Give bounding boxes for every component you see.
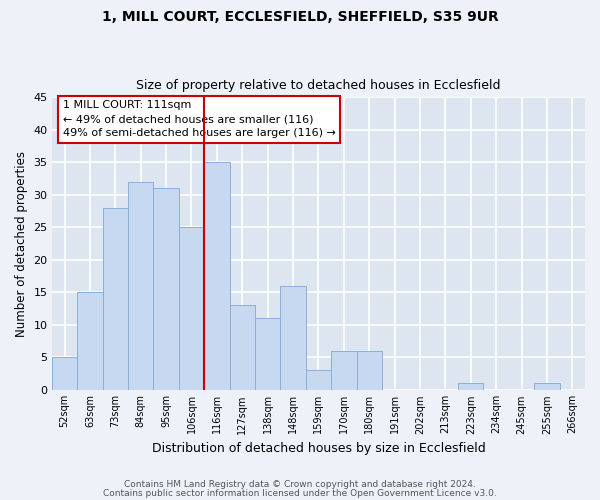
Text: 1 MILL COURT: 111sqm
← 49% of detached houses are smaller (116)
49% of semi-deta: 1 MILL COURT: 111sqm ← 49% of detached h… [62, 100, 335, 138]
Bar [255, 318, 280, 390]
Bar [534, 384, 560, 390]
Bar [280, 286, 306, 390]
Text: 1, MILL COURT, ECCLESFIELD, SHEFFIELD, S35 9UR: 1, MILL COURT, ECCLESFIELD, SHEFFIELD, S… [101, 10, 499, 24]
Y-axis label: Number of detached properties: Number of detached properties [15, 150, 28, 336]
Text: Contains public sector information licensed under the Open Government Licence v3: Contains public sector information licen… [103, 488, 497, 498]
Bar [331, 351, 356, 390]
Text: Contains HM Land Registry data © Crown copyright and database right 2024.: Contains HM Land Registry data © Crown c… [124, 480, 476, 489]
Bar [128, 182, 154, 390]
Bar [154, 188, 179, 390]
X-axis label: Distribution of detached houses by size in Ecclesfield: Distribution of detached houses by size … [152, 442, 485, 455]
Bar [230, 306, 255, 390]
Bar [103, 208, 128, 390]
Bar [204, 162, 230, 390]
Bar [458, 384, 484, 390]
Title: Size of property relative to detached houses in Ecclesfield: Size of property relative to detached ho… [136, 79, 500, 92]
Bar [179, 228, 204, 390]
Bar [356, 351, 382, 390]
Bar [52, 358, 77, 390]
Bar [306, 370, 331, 390]
Bar [77, 292, 103, 390]
